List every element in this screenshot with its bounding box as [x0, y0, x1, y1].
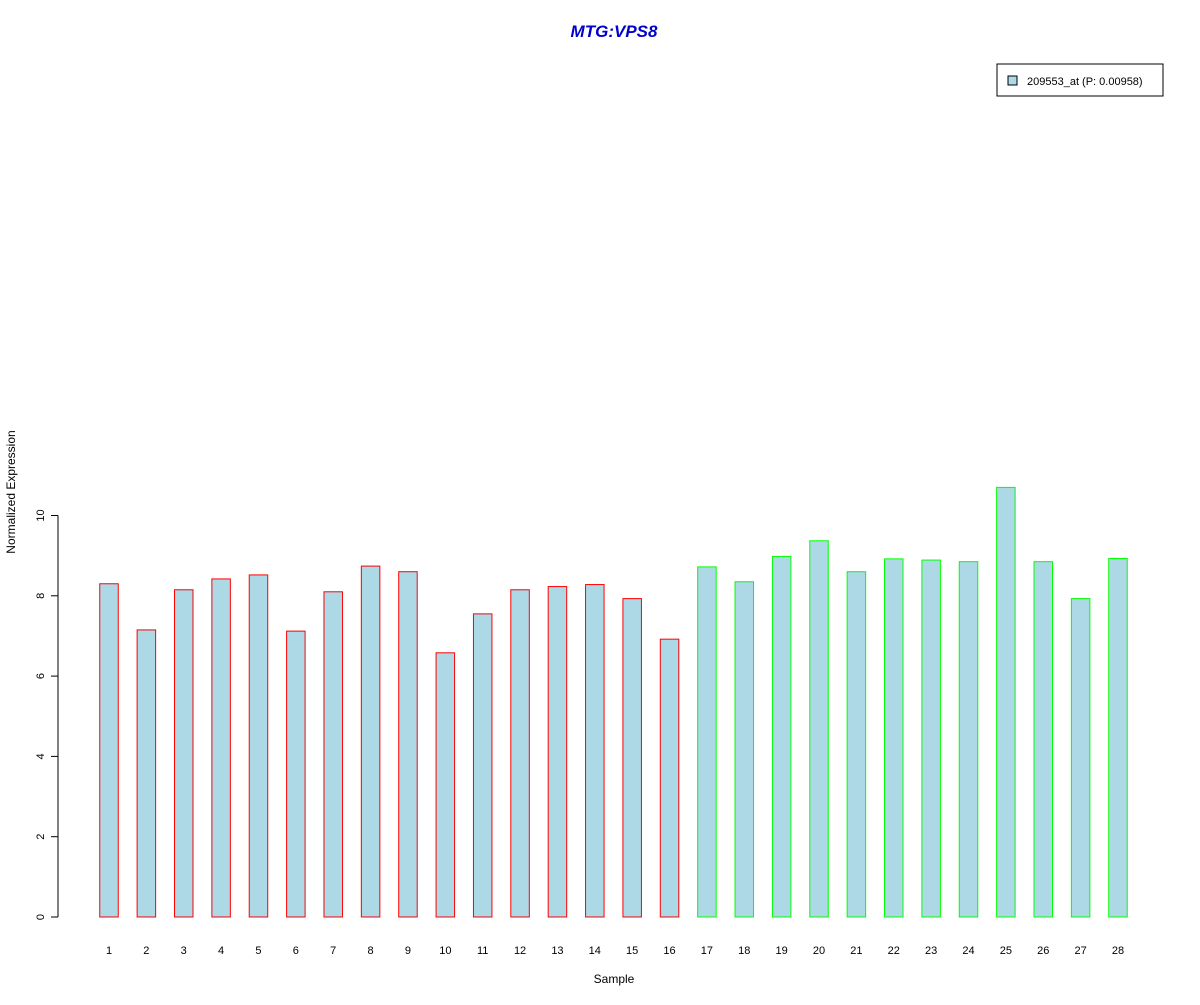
bar-sample-6 [286, 630, 306, 918]
bar-sample-11 [472, 613, 493, 918]
bar-sample-25 [996, 486, 1016, 918]
y-tick-label: 4 [35, 753, 47, 759]
x-tick-label: 6 [293, 945, 299, 957]
bar-sample-24 [958, 561, 979, 918]
x-tick-label: 2 [143, 945, 149, 957]
x-tick-label: 1 [106, 945, 112, 957]
y-axis-label: Normalized Expression [4, 430, 18, 553]
bar-sample-1 [99, 583, 119, 918]
x-tick-label: 3 [181, 945, 187, 957]
y-axis: 0 2 4 6 8 10 [35, 509, 59, 920]
bar-sample-4 [211, 578, 231, 918]
x-tick-label: 14 [589, 945, 601, 957]
x-tick-label: 15 [626, 945, 638, 957]
bar-sample-8 [360, 565, 381, 918]
y-tick-label: 2 [35, 834, 47, 840]
x-tick-label: 13 [551, 945, 563, 957]
x-tick-labels: 1 2 3 4 5 6 7 8 9 10 11 12 13 14 15 16 17 18 19 20 21 22 23 24 2… [106, 945, 1124, 957]
bar-sample-12 [510, 589, 530, 918]
x-tick-label: 24 [962, 945, 974, 957]
bar-sample-13 [547, 586, 568, 918]
bar-sample-19 [771, 555, 792, 918]
bar-sample-16 [659, 638, 680, 918]
x-tick-label: 4 [218, 945, 224, 957]
x-tick-label: 25 [1000, 945, 1012, 957]
bar-sample-23 [921, 559, 941, 918]
bar-sample-26 [1033, 561, 1053, 918]
x-tick-label: 8 [368, 945, 374, 957]
bar-sample-10 [435, 652, 456, 918]
x-tick-label: 17 [701, 945, 713, 957]
x-tick-label: 19 [776, 945, 788, 957]
bar-sample-20 [809, 540, 829, 918]
bar-sample-22 [884, 558, 904, 918]
legend-box [996, 63, 1164, 97]
legend: 209553_at (P: 0.00958) [996, 63, 1164, 97]
x-tick-label: 16 [663, 945, 675, 957]
x-tick-label: 9 [405, 945, 411, 957]
bar-sample-27 [1070, 598, 1091, 918]
y-tick-label: 0 [35, 914, 47, 920]
x-tick-label: 28 [1112, 945, 1124, 957]
x-tick-label: 7 [330, 945, 336, 957]
bar-sample-28 [1108, 557, 1128, 918]
bar-sample-3 [173, 589, 194, 918]
x-tick-label: 22 [888, 945, 900, 957]
x-tick-label: 23 [925, 945, 937, 957]
x-tick-label: 20 [813, 945, 825, 957]
legend-label: 209553_at (P: 0.00958) [1027, 76, 1143, 88]
bar-sample-17 [697, 566, 717, 918]
legend-swatch [1007, 75, 1018, 86]
y-tick-label: 10 [35, 509, 47, 521]
x-tick-label: 5 [255, 945, 261, 957]
x-tick-label: 10 [439, 945, 451, 957]
x-tick-label: 21 [850, 945, 862, 957]
x-tick-label: 11 [477, 945, 488, 957]
bars [99, 486, 1128, 918]
chart-title: MTG:VPS8 [571, 22, 658, 41]
x-tick-label: 26 [1037, 945, 1049, 957]
bar-sample-21 [846, 571, 867, 918]
x-axis-label: Sample [594, 972, 635, 986]
bar-sample-9 [398, 571, 418, 918]
bar-sample-7 [323, 591, 343, 918]
bar-sample-14 [585, 584, 605, 918]
bar-sample-2 [136, 629, 157, 918]
bar-sample-5 [248, 574, 269, 918]
x-tick-label: 27 [1074, 945, 1086, 957]
y-tick-label: 6 [35, 673, 47, 679]
x-tick-label: 18 [738, 945, 750, 957]
bar-sample-18 [734, 581, 755, 918]
x-tick-label: 12 [514, 945, 526, 957]
bar-sample-15 [622, 598, 642, 918]
y-tick-label: 8 [35, 593, 47, 599]
